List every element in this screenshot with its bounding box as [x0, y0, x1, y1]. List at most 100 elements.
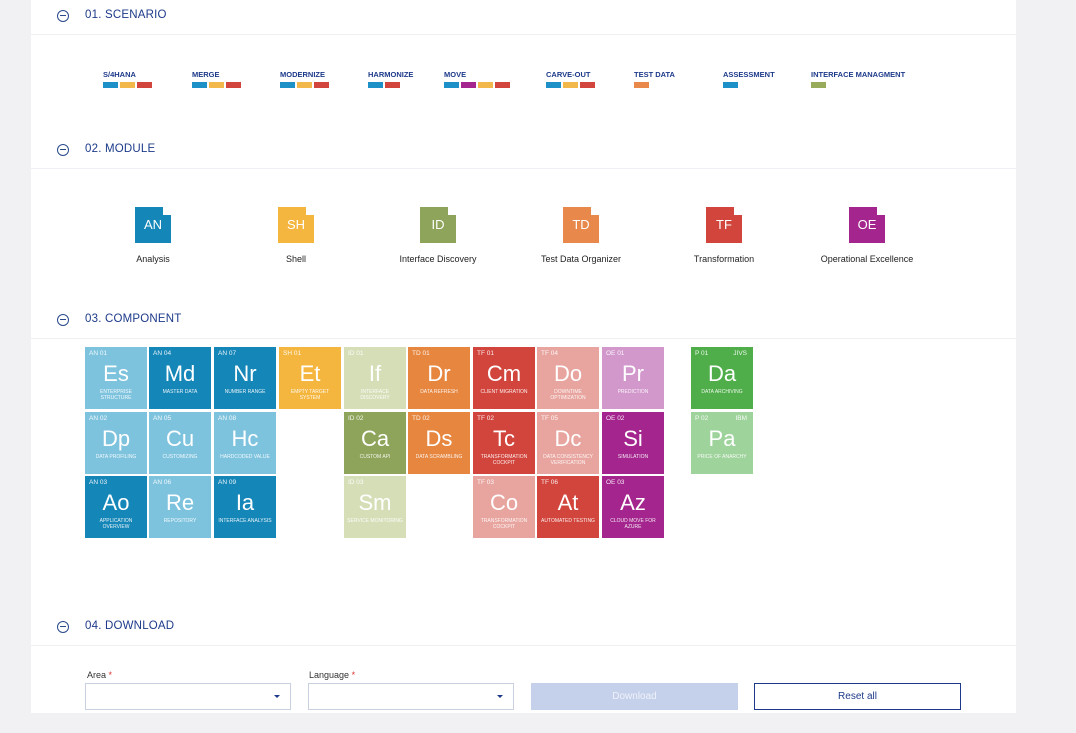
component-description: SIMULATION	[617, 454, 649, 460]
component-code: AN 05	[153, 415, 172, 422]
component-symbol: Hc	[231, 426, 259, 451]
scenario-item[interactable]: ASSESSMENT	[723, 70, 775, 88]
collapse-icon[interactable]	[57, 144, 69, 156]
module-abbr: SH	[286, 217, 306, 232]
scenario-item[interactable]: TEST DATA	[634, 70, 675, 88]
component-tile[interactable]: AN 01 Es ENTERPRISE STRUCTURE	[85, 347, 147, 409]
section-scenario-header[interactable]: 01. SCENARIO	[31, 0, 1016, 35]
color-bar	[634, 82, 649, 88]
component-tile[interactable]: OE 01 Pr PREDICTION	[602, 347, 664, 409]
component-tile[interactable]: OE 02 Si SIMULATION	[602, 412, 664, 474]
component-tile[interactable]: P 01 JIVS Da DATA ARCHIVING	[691, 347, 753, 409]
component-code: TD 01	[412, 350, 430, 357]
module-item[interactable]: TF Transformation	[654, 206, 794, 264]
scenario-item[interactable]: HARMONIZE	[368, 70, 413, 88]
component-tile[interactable]: AN 02 Dp DATA PROFILING	[85, 412, 147, 474]
component-tile[interactable]: TF 06 At AUTOMATED TESTING	[537, 476, 599, 538]
color-bar	[137, 82, 152, 88]
component-symbol: Cm	[486, 361, 522, 386]
section-title: 04. DOWNLOAD	[85, 620, 175, 632]
component-tile[interactable]: AN 06 Re REPOSITORY	[149, 476, 211, 538]
module-item[interactable]: OE Operational Excellence	[797, 206, 937, 264]
scenario-label: HARMONIZE	[368, 70, 414, 79]
component-symbol: Ca	[360, 426, 390, 451]
component-tile[interactable]: TF 01 Cm CLIENT MIGRATION	[473, 347, 535, 409]
scenario-label: ASSESSMENT	[723, 70, 775, 79]
component-tile[interactable]: AN 07 Nr NUMBER RANGE	[214, 347, 276, 409]
module-item[interactable]: SH Shell	[226, 206, 366, 264]
module-name: Analysis	[136, 254, 170, 264]
scenario-item[interactable]: MOVE	[444, 70, 510, 88]
component-tile[interactable]: AN 03 Ao APPLICATION OVERVIEW	[85, 476, 147, 538]
component-tile[interactable]: AN 09 Ia INTERFACE ANALYSIS	[214, 476, 276, 538]
component-tile[interactable]: ID 02 Ca CUSTOM API	[344, 412, 406, 474]
section-download-header[interactable]: 04. DOWNLOAD	[31, 611, 1016, 646]
language-label: Language *	[309, 670, 355, 680]
component-code: ID 01	[348, 350, 364, 357]
module-item[interactable]: ID Interface Discovery	[368, 206, 508, 264]
module-tile: ID	[420, 206, 457, 243]
scenario-label: MODERNIZE	[280, 70, 325, 79]
component-tile[interactable]: AN 05 Cu CUSTOMIZING	[149, 412, 211, 474]
scenario-item[interactable]: MERGE	[192, 70, 241, 88]
corner-mark	[163, 206, 172, 215]
component-tile[interactable]: TF 02 Tc TRANSFORMATION COCKPIT	[473, 412, 535, 474]
color-bar	[580, 82, 595, 88]
module-item[interactable]: AN Analysis	[83, 206, 223, 264]
component-code: OE 01	[606, 350, 625, 357]
color-bar	[280, 82, 295, 88]
color-bar	[478, 82, 493, 88]
component-description: HARDCODED VALUE	[220, 454, 270, 460]
module-tile: SH	[278, 206, 315, 243]
corner-mark	[306, 206, 315, 215]
collapse-icon[interactable]	[57, 314, 69, 326]
scenario-item[interactable]: INTERFACE MANAGMENT	[811, 70, 905, 88]
component-code: AN 04	[153, 350, 172, 357]
component-tile[interactable]: TD 01 Dr DATA REFRESH	[408, 347, 470, 409]
scenario-item[interactable]: MODERNIZE	[280, 70, 329, 88]
color-bar	[495, 82, 510, 88]
component-description: CUSTOM API	[359, 454, 391, 460]
collapse-icon[interactable]	[57, 621, 69, 633]
language-select[interactable]	[308, 683, 514, 710]
corner-mark	[734, 206, 743, 215]
scenario-label: MERGE	[192, 70, 220, 79]
area-select[interactable]	[85, 683, 291, 710]
component-symbol: Md	[164, 361, 196, 386]
component-description: DATA ARCHIVING	[701, 389, 743, 395]
component-tile[interactable]: OE 03 Az CLOUD MOVE FOR AZURE	[602, 476, 664, 538]
color-bar	[103, 82, 118, 88]
component-tile[interactable]: P 02 IBM Pa PRICE OF ANARCHY	[691, 412, 753, 474]
component-tile[interactable]: ID 01 If INTERFACE DISCOVERY	[344, 347, 406, 409]
component-tile[interactable]: AN 08 Hc HARDCODED VALUE	[214, 412, 276, 474]
component-description: DATA REFRESH	[420, 389, 458, 395]
component-code: AN 08	[218, 415, 237, 422]
collapse-icon[interactable]	[57, 10, 69, 22]
download-button[interactable]: Download	[531, 683, 738, 710]
corner-mark	[591, 206, 600, 215]
section-module-header[interactable]: 02. MODULE	[31, 134, 1016, 169]
reset-all-button[interactable]: Reset all	[754, 683, 961, 710]
scenario-item[interactable]: S/4HANA	[103, 70, 152, 88]
scenario-color-bars	[103, 82, 152, 88]
component-tile[interactable]: AN 04 Md MASTER DATA	[149, 347, 211, 409]
component-symbol: Ds	[425, 426, 453, 451]
scenario-label: S/4HANA	[103, 70, 136, 79]
module-tile: TF	[706, 206, 743, 243]
component-tile[interactable]: TF 04 Do DOWNTIME OPTIMIZATION	[537, 347, 599, 409]
scenario-item[interactable]: CARVE-OUT	[546, 70, 595, 88]
component-symbol: Et	[299, 361, 321, 386]
component-tile[interactable]: SH 01 Et EMPTY TARGET SYSTEM	[279, 347, 341, 409]
component-tile[interactable]: TF 03 Co TRANSFORMATION COCKPIT	[473, 476, 535, 538]
section-component-header[interactable]: 03. COMPONENT	[31, 304, 1016, 339]
component-tile[interactable]: ID 03 Sm SERVICE MONITORING	[344, 476, 406, 538]
component-description: MASTER DATA	[162, 389, 198, 395]
module-item[interactable]: TD Test Data Organizer	[511, 206, 651, 264]
color-bar	[461, 82, 476, 88]
component-code: ID 03	[348, 479, 364, 486]
component-symbol: Az	[620, 490, 646, 515]
component-code: OE 03	[606, 479, 625, 486]
component-tile[interactable]: TD 02 Ds DATA SCRAMBLING	[408, 412, 470, 474]
component-tile[interactable]: TF 05 Dc DATA CONSISTENCY VERIFICATION	[537, 412, 599, 474]
color-bar	[368, 82, 383, 88]
